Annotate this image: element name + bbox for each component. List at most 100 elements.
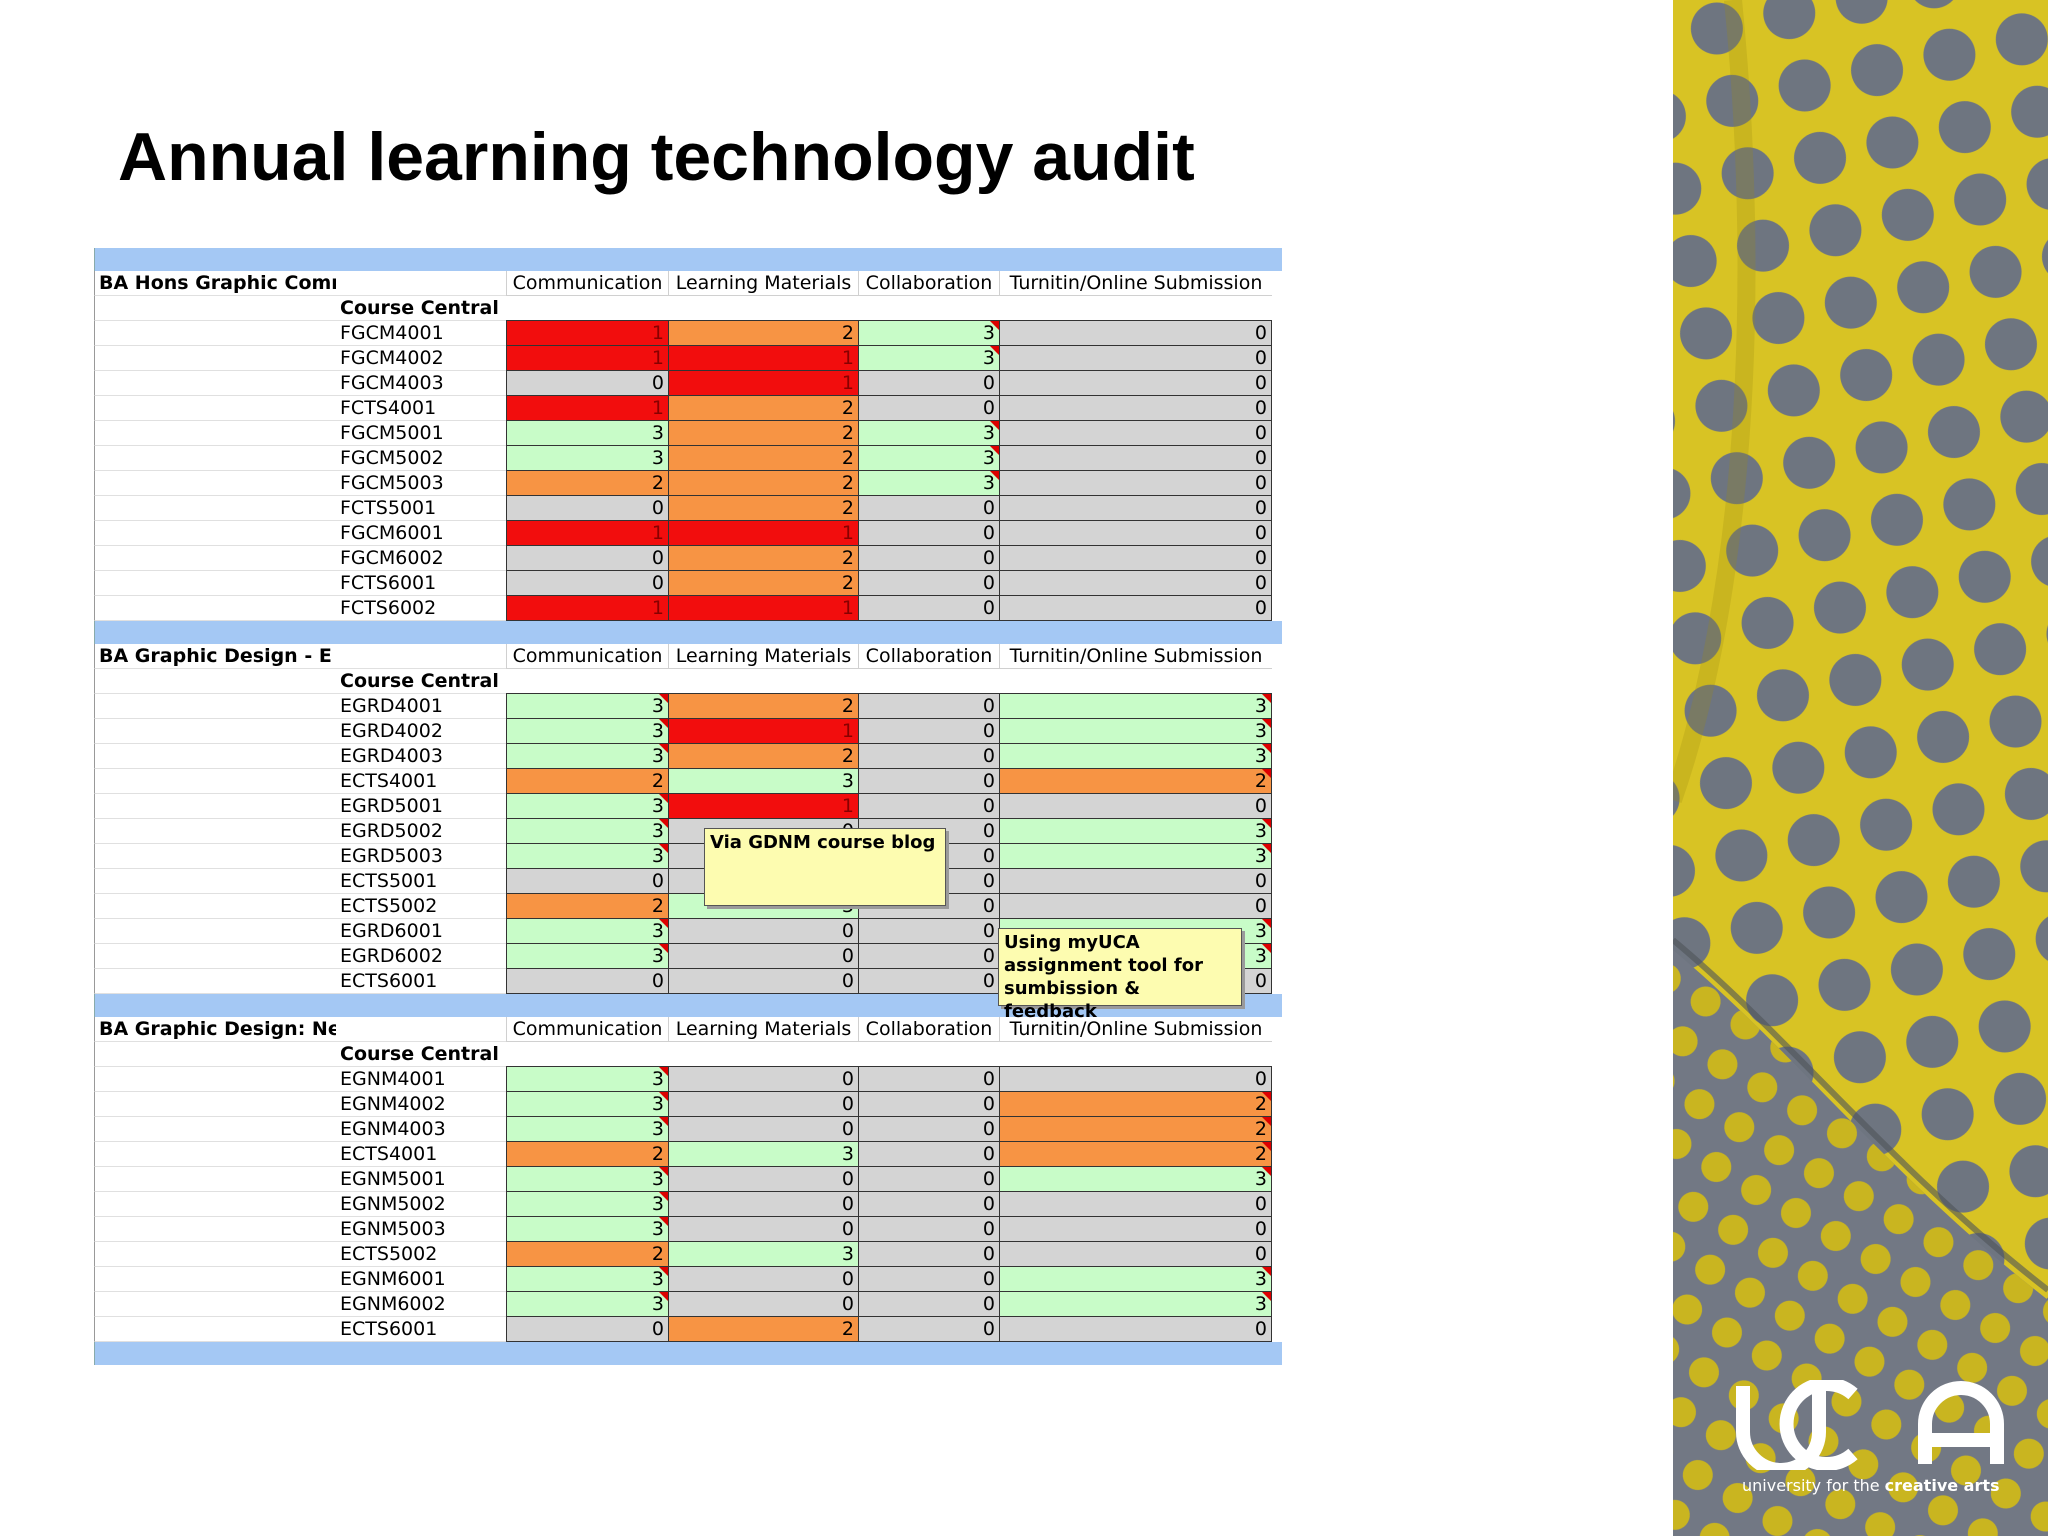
score-cell[interactable]: 3	[858, 446, 999, 471]
score-cell[interactable]: 0	[999, 496, 1272, 521]
score-cell[interactable]: 0	[999, 321, 1272, 346]
score-cell[interactable]: 2	[668, 694, 858, 719]
score-cell[interactable]: 3	[506, 819, 668, 844]
score-cell[interactable]: 0	[858, 794, 999, 819]
score-cell[interactable]: 3	[858, 421, 999, 446]
score-cell[interactable]: 3	[506, 1267, 668, 1292]
score-cell[interactable]: 2	[668, 546, 858, 571]
score-cell[interactable]: 3	[506, 844, 668, 869]
score-cell[interactable]: 0	[506, 1317, 668, 1342]
score-cell[interactable]: 1	[668, 521, 858, 546]
score-cell[interactable]: 0	[858, 521, 999, 546]
score-cell[interactable]: 0	[999, 869, 1272, 894]
score-cell[interactable]: 2	[999, 1117, 1272, 1142]
score-cell[interactable]: 0	[858, 969, 999, 994]
score-cell[interactable]: 0	[858, 1292, 999, 1317]
score-cell[interactable]: 3	[506, 1067, 668, 1092]
score-cell[interactable]: 2	[668, 744, 858, 769]
score-cell[interactable]: 1	[668, 596, 858, 621]
score-cell[interactable]: 0	[506, 869, 668, 894]
score-cell[interactable]: 0	[858, 546, 999, 571]
score-cell[interactable]: 0	[858, 1192, 999, 1217]
score-cell[interactable]: 0	[999, 546, 1272, 571]
score-cell[interactable]: 3	[506, 944, 668, 969]
score-cell[interactable]: 0	[999, 346, 1272, 371]
score-cell[interactable]: 0	[999, 471, 1272, 496]
score-cell[interactable]: 3	[858, 471, 999, 496]
score-cell[interactable]: 0	[506, 571, 668, 596]
score-cell[interactable]: 3	[506, 1167, 668, 1192]
score-cell[interactable]: 2	[668, 571, 858, 596]
score-cell[interactable]: 2	[668, 421, 858, 446]
score-cell[interactable]: 0	[999, 1217, 1272, 1242]
score-cell[interactable]: 2	[668, 1317, 858, 1342]
score-cell[interactable]: 0	[858, 1142, 999, 1167]
score-cell[interactable]: 0	[668, 1192, 858, 1217]
score-cell[interactable]: 0	[858, 919, 999, 944]
score-cell[interactable]: 3	[506, 421, 668, 446]
score-cell[interactable]: 3	[999, 719, 1272, 744]
score-cell[interactable]: 0	[668, 1267, 858, 1292]
score-cell[interactable]: 3	[999, 844, 1272, 869]
score-cell[interactable]: 0	[668, 944, 858, 969]
score-cell[interactable]: 3	[668, 1242, 858, 1267]
score-cell[interactable]: 3	[999, 744, 1272, 769]
score-cell[interactable]: 0	[668, 1217, 858, 1242]
score-cell[interactable]: 0	[858, 1067, 999, 1092]
score-cell[interactable]: 0	[999, 421, 1272, 446]
score-cell[interactable]: 0	[999, 1242, 1272, 1267]
score-cell[interactable]: 0	[858, 371, 999, 396]
score-cell[interactable]: 2	[999, 1142, 1272, 1167]
score-cell[interactable]: 0	[999, 521, 1272, 546]
score-cell[interactable]: 1	[668, 794, 858, 819]
score-cell[interactable]: 2	[668, 496, 858, 521]
score-cell[interactable]: 3	[506, 1117, 668, 1142]
score-cell[interactable]: 0	[858, 1117, 999, 1142]
score-cell[interactable]: 0	[668, 1117, 858, 1142]
score-cell[interactable]: 2	[506, 769, 668, 794]
score-cell[interactable]: 3	[506, 446, 668, 471]
score-cell[interactable]: 0	[858, 1242, 999, 1267]
score-cell[interactable]: 0	[858, 396, 999, 421]
score-cell[interactable]: 3	[999, 1267, 1272, 1292]
score-cell[interactable]: 0	[999, 1317, 1272, 1342]
score-cell[interactable]: 3	[999, 819, 1272, 844]
score-cell[interactable]: 1	[506, 346, 668, 371]
score-cell[interactable]: 0	[999, 794, 1272, 819]
score-cell[interactable]: 0	[999, 894, 1272, 919]
score-cell[interactable]: 0	[999, 571, 1272, 596]
score-cell[interactable]: 2	[506, 1142, 668, 1167]
score-cell[interactable]: 0	[999, 1067, 1272, 1092]
score-cell[interactable]: 0	[858, 1167, 999, 1192]
score-cell[interactable]: 2	[668, 446, 858, 471]
score-cell[interactable]: 0	[668, 1167, 858, 1192]
score-cell[interactable]: 3	[506, 1092, 668, 1117]
score-cell[interactable]: 2	[506, 1242, 668, 1267]
score-cell[interactable]: 2	[668, 321, 858, 346]
score-cell[interactable]: 3	[506, 719, 668, 744]
score-cell[interactable]: 0	[858, 596, 999, 621]
score-cell[interactable]: 0	[858, 1317, 999, 1342]
score-cell[interactable]: 0	[858, 694, 999, 719]
score-cell[interactable]: 2	[668, 471, 858, 496]
score-cell[interactable]: 0	[668, 1092, 858, 1117]
score-cell[interactable]: 0	[999, 396, 1272, 421]
score-cell[interactable]: 2	[668, 396, 858, 421]
score-cell[interactable]: 0	[668, 969, 858, 994]
score-cell[interactable]: 3	[999, 1167, 1272, 1192]
score-cell[interactable]: 0	[999, 596, 1272, 621]
score-cell[interactable]: 3	[506, 1217, 668, 1242]
score-cell[interactable]: 2	[506, 471, 668, 496]
score-cell[interactable]: 0	[668, 919, 858, 944]
score-cell[interactable]: 1	[668, 346, 858, 371]
score-cell[interactable]: 3	[506, 919, 668, 944]
score-cell[interactable]: 1	[506, 596, 668, 621]
score-cell[interactable]: 3	[999, 694, 1272, 719]
score-cell[interactable]: 0	[506, 371, 668, 396]
score-cell[interactable]: 0	[858, 719, 999, 744]
score-cell[interactable]: 3	[668, 769, 858, 794]
score-cell[interactable]: 2	[999, 769, 1272, 794]
score-cell[interactable]: 0	[858, 769, 999, 794]
score-cell[interactable]: 0	[858, 1217, 999, 1242]
score-cell[interactable]: 0	[668, 1067, 858, 1092]
